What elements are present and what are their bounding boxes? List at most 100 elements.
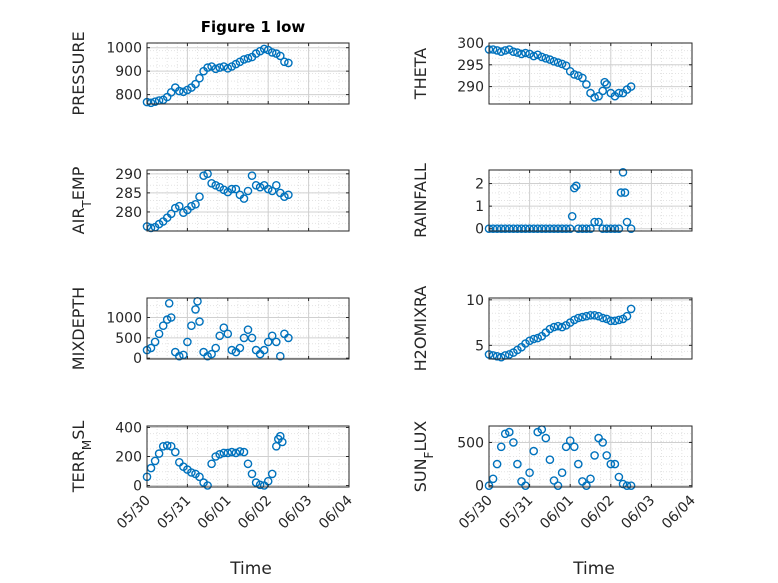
data-point <box>247 171 257 180</box>
data-point <box>166 313 176 322</box>
data-point <box>525 336 534 346</box>
subplot-h2omixra: 5 10 H2OMIXRA <box>411 286 693 371</box>
data-point <box>618 479 628 489</box>
axes-box <box>488 42 693 105</box>
data-point <box>187 321 196 331</box>
data-point <box>207 178 216 188</box>
xlabel-right: Time <box>572 559 615 579</box>
axes-box <box>146 42 350 105</box>
data-point <box>614 315 624 325</box>
data-point <box>231 184 241 194</box>
data-point <box>492 46 502 55</box>
data-point <box>590 217 599 227</box>
y-tick-label: 200 <box>115 450 142 466</box>
data-point <box>570 315 579 325</box>
data-point <box>598 86 608 96</box>
data-point <box>504 45 514 54</box>
data-point <box>513 459 522 469</box>
data-point <box>533 50 543 60</box>
data-point <box>219 323 229 333</box>
data-point <box>509 224 518 233</box>
data-point <box>509 47 518 57</box>
data-point <box>158 321 168 331</box>
data-point <box>626 82 636 91</box>
data-point <box>598 224 608 233</box>
data-point <box>553 58 563 67</box>
data-point <box>561 442 571 452</box>
data-point <box>553 481 563 491</box>
data-point <box>574 71 583 80</box>
data-point <box>521 48 530 58</box>
data-point <box>203 481 212 490</box>
y-tick-label: 0 <box>475 222 484 238</box>
y-tick-label: 10 <box>466 293 484 309</box>
data-point <box>574 313 583 323</box>
data-point <box>600 77 610 87</box>
data-point <box>517 224 526 233</box>
data-point <box>561 61 571 70</box>
data-point <box>280 192 289 201</box>
data-point <box>166 441 176 451</box>
data-point <box>586 310 595 320</box>
data-point <box>235 343 245 353</box>
data-point <box>191 199 200 209</box>
data-point <box>586 474 595 484</box>
data-point <box>504 224 514 233</box>
data-point <box>590 310 599 320</box>
xlabel-left: Time <box>229 559 272 579</box>
data-point <box>567 211 577 221</box>
data-point <box>183 337 192 347</box>
data-point <box>211 64 220 74</box>
data-point <box>504 350 514 359</box>
data-point <box>255 480 265 490</box>
data-point <box>496 47 506 57</box>
data-point <box>610 316 620 326</box>
data-point <box>626 224 636 233</box>
data-point <box>263 184 273 194</box>
data-point <box>578 224 587 233</box>
data-point <box>195 472 204 482</box>
data-point <box>549 322 559 332</box>
data-point <box>622 311 632 321</box>
data-point <box>525 224 534 233</box>
data-point <box>492 459 502 469</box>
data-point <box>602 314 612 324</box>
data-point <box>578 73 587 83</box>
y-tick-label: 2 <box>475 177 484 193</box>
data-point <box>219 448 229 458</box>
data-point <box>259 345 269 355</box>
y-tick-label: 285 <box>115 186 142 202</box>
y-tick-label: 300 <box>457 36 484 52</box>
data-point <box>598 438 608 447</box>
data-point <box>602 80 612 89</box>
data-point <box>267 469 277 479</box>
y-axis-label: AIRTEMP <box>69 166 94 234</box>
data-point <box>195 73 204 83</box>
data-point <box>614 472 624 482</box>
data-point <box>626 304 636 314</box>
data-point <box>275 51 285 61</box>
data-point <box>537 52 547 62</box>
data-point <box>570 442 579 452</box>
data-point <box>570 183 579 193</box>
y-tick-label: 5 <box>475 338 484 354</box>
y-axis-label: TERRMSL <box>69 421 94 494</box>
data-point <box>610 224 620 233</box>
y-axis-label: THETA <box>411 48 430 100</box>
data-point <box>606 316 616 326</box>
data-point <box>574 459 583 469</box>
data-point <box>215 331 224 341</box>
data-point <box>517 49 526 59</box>
axes-box <box>146 169 350 232</box>
data-point <box>191 305 200 314</box>
data-point <box>211 343 220 353</box>
y-tick-label: 500 <box>457 435 484 451</box>
data-point <box>223 64 233 73</box>
data-point <box>549 57 559 66</box>
data-point <box>255 182 265 192</box>
data-point <box>541 54 551 63</box>
data-point <box>255 46 265 56</box>
y-tick-label: 0 <box>133 479 142 495</box>
data-point <box>582 80 591 89</box>
data-point <box>227 184 237 194</box>
